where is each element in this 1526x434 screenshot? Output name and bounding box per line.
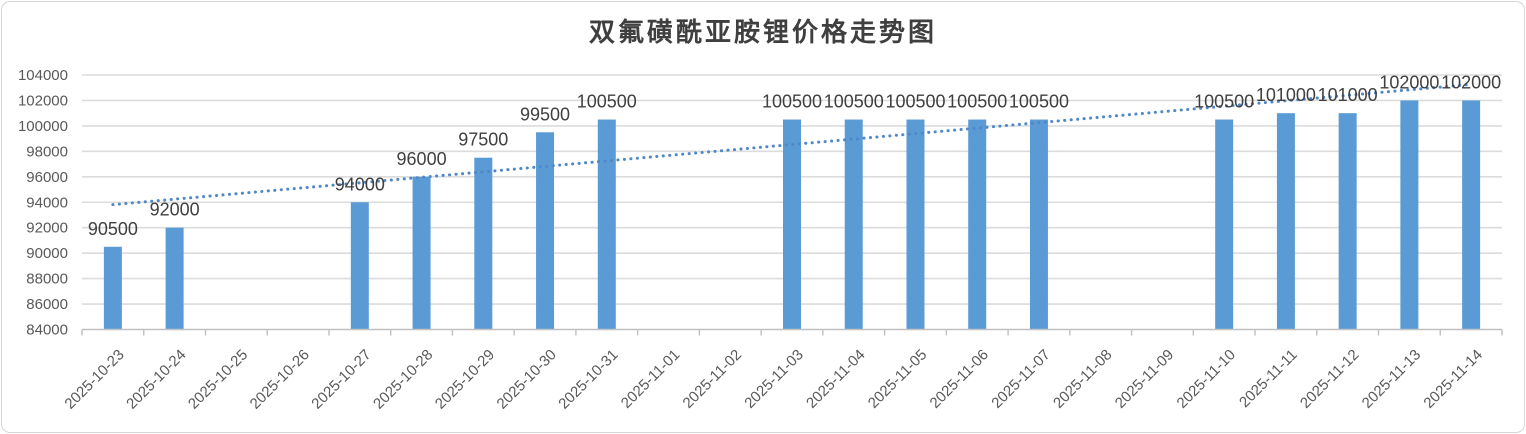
y-tick-label: 84000: [26, 322, 68, 339]
y-tick-label: 104000: [18, 67, 68, 84]
y-tick-label: 96000: [26, 169, 68, 186]
bar-2025-11-11: [1276, 113, 1295, 330]
y-tick-label: 86000: [26, 296, 68, 313]
y-tick-label: 98000: [26, 143, 68, 160]
bar-2025-10-31: [597, 119, 616, 330]
data-label-2025-11-10: 100500: [1194, 92, 1254, 112]
x-tick-label: 2025-11-05: [865, 346, 930, 411]
x-tick-label: 2025-11-01: [618, 346, 683, 411]
bar-2025-10-27: [350, 202, 369, 330]
bar-2025-10-23: [103, 246, 122, 330]
x-tick-label: 2025-11-10: [1174, 346, 1239, 411]
data-label-2025-10-31: 100500: [577, 92, 637, 112]
x-tick-label: 2025-11-14: [1420, 346, 1485, 411]
data-label-2025-11-12: 101000: [1318, 85, 1378, 105]
bar-2025-11-06: [968, 119, 987, 330]
x-tick-label: 2025-10-26: [247, 346, 313, 412]
data-label-2025-10-30: 99500: [520, 104, 570, 124]
y-tick-label: 92000: [26, 220, 68, 237]
data-label-2025-11-05: 100500: [885, 92, 945, 112]
x-axis: 2025-10-232025-10-242025-10-252025-10-26…: [61, 328, 1503, 413]
data-label-2025-10-29: 97500: [458, 130, 508, 150]
trendline: [111, 82, 1473, 207]
x-tick-label: 2025-10-31: [555, 346, 621, 412]
x-tick-label: 2025-10-28: [370, 346, 436, 412]
bar-2025-11-05: [906, 119, 925, 330]
bar-2025-11-04: [844, 119, 863, 330]
data-label-2025-10-27: 94000: [335, 174, 385, 194]
bar-2025-11-14: [1462, 100, 1481, 330]
y-axis: 84000 86000 88000 90000 92000 94000 96000 98000…: [18, 67, 68, 339]
x-tick-label: 2025-11-03: [741, 346, 806, 411]
data-label-2025-11-06: 100500: [947, 92, 1007, 112]
x-tick-label: 2025-11-12: [1297, 346, 1362, 411]
bar-2025-11-07: [1029, 119, 1048, 330]
x-tick-label: 2025-11-13: [1359, 346, 1424, 411]
bar-2025-11-12: [1338, 113, 1357, 330]
x-tick-label: 2025-10-30: [494, 346, 560, 412]
bar-2025-11-03: [783, 119, 801, 330]
x-tick-label: 2025-10-23: [61, 346, 127, 412]
y-tick-label: 90000: [26, 245, 68, 262]
bar-2025-10-28: [412, 176, 431, 330]
x-tick-label: 2025-10-24: [123, 346, 189, 412]
bar-2025-10-24: [165, 227, 184, 330]
bar-series: [103, 100, 1481, 330]
y-tick-label: 88000: [26, 271, 68, 288]
x-tick-label: 2025-10-29: [432, 346, 498, 412]
x-tick-label: 2025-10-27: [308, 346, 374, 412]
bar-2025-11-13: [1400, 100, 1419, 330]
data-label-2025-11-13: 102000: [1379, 72, 1439, 92]
data-label-2025-10-28: 96000: [397, 149, 447, 169]
bar-2025-10-29: [474, 157, 493, 330]
x-tick-label: 2025-11-07: [988, 346, 1053, 411]
y-tick-label: 94000: [26, 194, 68, 211]
data-label-2025-11-04: 100500: [824, 92, 884, 112]
data-label-2025-10-24: 92000: [150, 200, 200, 220]
chart-title: 双氟磺酰亚胺锂价格走势图: [588, 17, 937, 47]
y-tick-label: 102000: [18, 92, 68, 109]
x-tick-label: 2025-11-08: [1050, 346, 1115, 411]
x-tick-label: 2025-11-09: [1112, 346, 1177, 411]
data-label-2025-11-03: 100500: [762, 92, 822, 112]
bar-2025-10-30: [536, 132, 555, 330]
data-label-2025-10-23: 90500: [88, 219, 138, 239]
x-tick-label: 2025-10-25: [185, 346, 251, 412]
data-label-2025-11-14: 102000: [1441, 72, 1501, 92]
x-tick-label: 2025-11-11: [1236, 346, 1301, 411]
data-label-2025-11-11: 101000: [1256, 85, 1316, 105]
linear-trendline: [111, 82, 1473, 207]
x-tick-label: 2025-11-06: [927, 346, 992, 411]
bar-2025-11-10: [1215, 119, 1234, 330]
data-label-2025-11-07: 100500: [1009, 92, 1069, 112]
y-tick-label: 100000: [18, 118, 68, 135]
x-tick-label: 2025-11-02: [680, 346, 745, 411]
x-tick-label: 2025-11-04: [803, 346, 868, 411]
